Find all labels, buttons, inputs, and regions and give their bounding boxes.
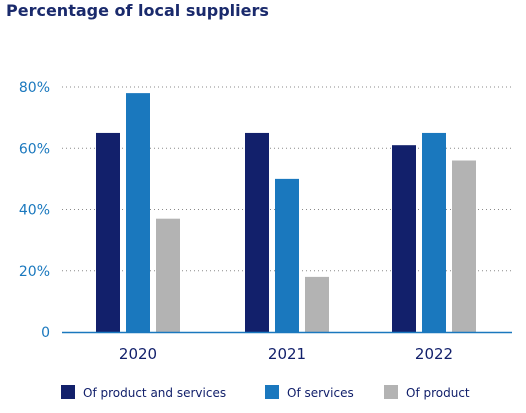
x-tick-label: 2020 — [119, 345, 157, 363]
bar — [452, 160, 476, 332]
bar — [275, 178, 299, 332]
legend-swatch — [61, 385, 75, 399]
x-tick-labels: 2020 2021 2022 — [119, 345, 453, 363]
legend: Of product and services Of services Of pro… — [61, 385, 470, 400]
legend-label: Of product — [406, 386, 470, 400]
bar — [245, 132, 269, 332]
legend-swatch — [265, 385, 279, 399]
bars — [96, 93, 476, 332]
bar — [126, 93, 150, 332]
bar — [96, 132, 120, 332]
y-tick-label: 40% — [19, 203, 50, 219]
y-tick-label: 0 — [41, 325, 50, 341]
legend-swatch — [384, 385, 398, 399]
y-tick-label: 20% — [19, 264, 50, 280]
x-tick-label: 2022 — [415, 345, 453, 363]
bar — [392, 145, 416, 332]
y-tick-label: 60% — [19, 141, 50, 157]
legend-label: Of services — [287, 386, 354, 400]
bar — [422, 132, 446, 332]
chart-title: Percentage of local suppliers — [6, 1, 269, 20]
y-tick-label: 80% — [19, 80, 50, 96]
x-tick-label: 2021 — [268, 345, 306, 363]
bar — [305, 276, 329, 332]
bar — [156, 218, 180, 332]
legend-label: Of product and services — [83, 386, 226, 400]
y-tick-labels: 0 20% 40% 60% 80% — [19, 80, 50, 341]
